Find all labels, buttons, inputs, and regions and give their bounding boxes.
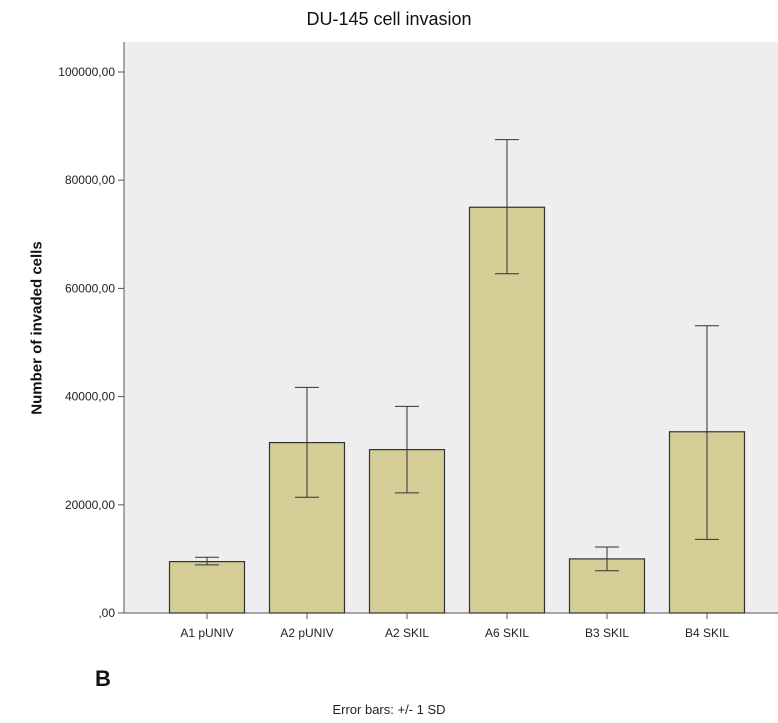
chart-title: DU-145 cell invasion xyxy=(306,9,472,29)
error-bar-footnote: Error bars: +/- 1 SD xyxy=(332,702,446,717)
y-tick-label: 20000,00 xyxy=(65,498,115,512)
y-tick-label: 80000,00 xyxy=(65,173,115,187)
x-tick-label: A2 SKIL xyxy=(385,626,429,640)
bar xyxy=(468,206,546,614)
x-tick-label: B4 SKIL xyxy=(685,626,729,640)
y-tick-label: 100000,00 xyxy=(58,65,115,79)
x-tick-label: B3 SKIL xyxy=(585,626,629,640)
y-axis-label: Number of invaded cells xyxy=(28,241,46,415)
y-tick-label: ,00 xyxy=(98,606,115,620)
y-tick-label: 60000,00 xyxy=(65,281,115,295)
x-tick-label: A6 SKIL xyxy=(485,626,529,640)
bar xyxy=(168,561,246,614)
x-tick-label: A2 pUNIV xyxy=(280,626,333,640)
x-tick-label: A1 pUNIV xyxy=(180,626,233,640)
y-tick-label: 40000,00 xyxy=(65,390,115,404)
panel-label: B xyxy=(95,666,111,691)
